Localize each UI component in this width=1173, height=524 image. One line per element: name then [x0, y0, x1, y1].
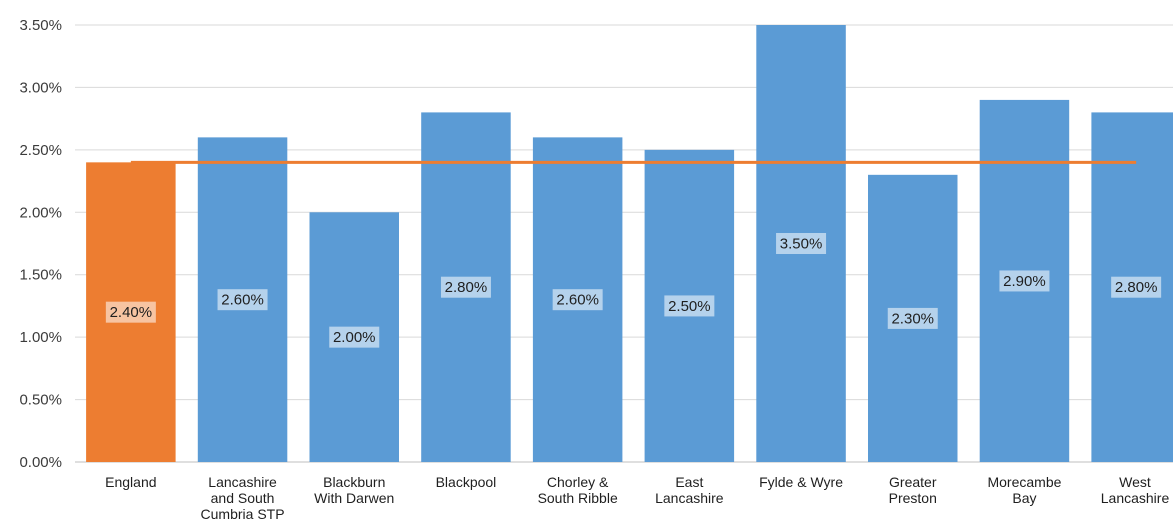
x-tick-label: Bay: [1012, 490, 1036, 506]
x-tick-label: Morecambe: [987, 474, 1061, 490]
data-label-box: [217, 289, 268, 311]
data-label-box: [1111, 276, 1162, 298]
y-tick-label: 0.50%: [19, 392, 62, 409]
x-tick-label: Blackpool: [436, 474, 497, 490]
x-tick-label: Lancashire: [208, 474, 277, 490]
data-labels: 2.40% 2.60% 2.00% 2.80% 2.60% 2.50% 3.50% 2.30%…: [105, 233, 1162, 348]
data-label: 2.40%: [110, 304, 153, 321]
x-tick-label: Preston: [889, 490, 937, 506]
data-label-box: [999, 270, 1050, 292]
x-tick-label: Greater: [889, 474, 937, 490]
x-tick-label: Blackburn: [323, 474, 385, 490]
data-label: 2.90%: [1003, 273, 1046, 290]
data-label: 3.50%: [780, 236, 823, 253]
x-tick-label: Fylde & Wyre: [759, 474, 843, 490]
data-label-box: [552, 289, 603, 311]
y-tick-label: 1.50%: [19, 267, 62, 284]
y-tick-label: 2.50%: [19, 142, 62, 159]
y-axis: 0.00% 0.50% 1.00% 1.50% 2.00% 2.50% 3.00% 3.50%: [19, 17, 62, 471]
data-label: 2.30%: [891, 310, 934, 327]
x-tick-label: East: [675, 474, 703, 490]
x-tick-label: England: [105, 474, 156, 490]
y-tick-label: 2.00%: [19, 204, 62, 221]
x-tick-label: and South: [211, 490, 275, 506]
x-tick-label: With Darwen: [314, 490, 394, 506]
bars: [86, 25, 1173, 463]
x-tick-label: South Ribble: [538, 490, 618, 506]
data-label: 2.60%: [221, 292, 264, 309]
x-tick-label: Lancashire: [1101, 490, 1170, 506]
data-label-box: [329, 326, 380, 348]
data-label: 2.80%: [445, 279, 488, 296]
data-label-box: [887, 307, 938, 329]
data-label: 2.60%: [556, 292, 599, 309]
data-label: 2.50%: [668, 298, 711, 315]
x-tick-label: Cumbria STP: [201, 506, 285, 522]
y-tick-label: 1.00%: [19, 329, 62, 346]
data-label: 2.80%: [1115, 279, 1158, 296]
data-label-box: [776, 233, 827, 254]
y-tick-label: 3.00%: [19, 79, 62, 96]
y-tick-label: 0.00%: [19, 454, 62, 471]
data-label: 2.00%: [333, 329, 376, 346]
data-label-box: [664, 295, 715, 317]
x-tick-label: West: [1119, 474, 1151, 490]
data-label-box: [105, 301, 156, 323]
x-tick-label: Lancashire: [655, 490, 724, 506]
y-tick-label: 3.50%: [19, 17, 62, 34]
data-label-box: [440, 276, 491, 298]
x-tick-label: Chorley &: [547, 474, 609, 490]
